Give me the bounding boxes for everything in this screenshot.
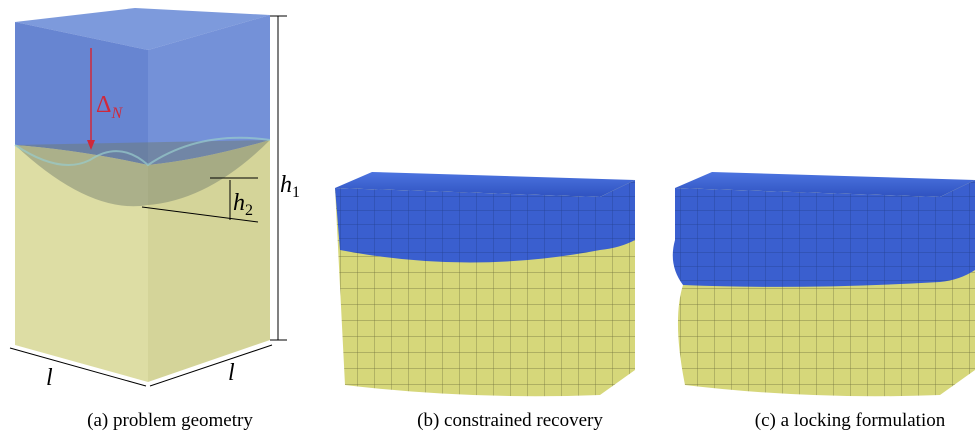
h2-sub: 2 xyxy=(245,202,253,219)
panel-b xyxy=(335,172,635,396)
panel-a: ΔN h1 h2 l l xyxy=(10,8,300,391)
caption: (b) constrained recovery xyxy=(417,410,603,431)
delta-sub: N xyxy=(110,105,123,122)
blue-front xyxy=(673,188,940,287)
h2: h xyxy=(233,190,245,216)
panel-c xyxy=(673,172,975,396)
h1-sub: 1 xyxy=(292,184,300,201)
caption: (a) problem geometry xyxy=(87,410,253,431)
figure: ΔN h1 h2 l l (a) problem geometry (b) co… xyxy=(0,0,976,435)
h1-label: h1 xyxy=(280,172,300,201)
l-right: l xyxy=(228,360,235,386)
h1: h xyxy=(280,172,292,198)
delta: Δ xyxy=(96,92,111,118)
l-left: l xyxy=(46,365,53,391)
blue-side xyxy=(940,180,975,282)
blue-front xyxy=(335,188,600,263)
caption: (c) a locking formulation xyxy=(755,410,946,431)
